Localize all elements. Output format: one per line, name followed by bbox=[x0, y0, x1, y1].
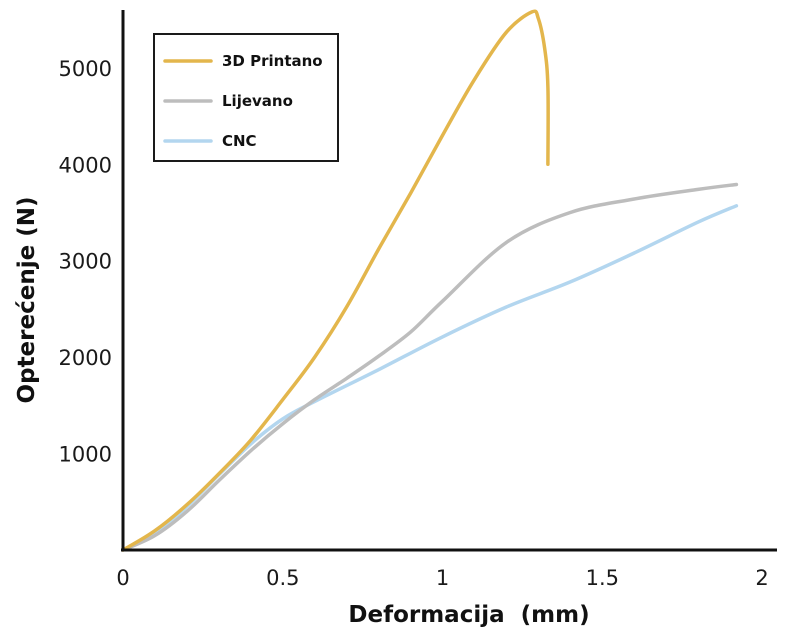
x-tick-label: 1 bbox=[436, 566, 449, 590]
legend-label: CNC bbox=[222, 132, 257, 150]
legend-items: 3D Printano Lijevano CNC bbox=[163, 52, 323, 150]
legend-label: 3D Printano bbox=[222, 52, 323, 70]
x-axis-label: Deformacija (mm) bbox=[348, 602, 589, 628]
x-tick-label: 0.5 bbox=[266, 566, 299, 590]
series-layer bbox=[121, 9, 739, 552]
y-tick-label: 1000 bbox=[59, 443, 112, 467]
y-tick-label: 5000 bbox=[59, 57, 112, 81]
y-tick-label: 2000 bbox=[59, 346, 112, 370]
y-tick-label: 4000 bbox=[59, 153, 112, 177]
legend-label: Lijevano bbox=[222, 92, 293, 110]
series-line-cnc bbox=[121, 204, 739, 552]
series-line-3d-printano bbox=[121, 9, 550, 552]
series-line-lijevano bbox=[121, 182, 739, 552]
y-axis-label: Opterećenje (N) bbox=[14, 197, 40, 404]
x-tick-labels: 0 0.5 1 1.5 2 bbox=[116, 566, 768, 590]
x-tick-label: 1.5 bbox=[586, 566, 619, 590]
y-tick-label: 3000 bbox=[59, 250, 112, 274]
legend: 3D Printano Lijevano CNC bbox=[153, 33, 339, 162]
x-tick-label: 0 bbox=[116, 566, 129, 590]
y-tick-labels: 1000 2000 3000 4000 5000 bbox=[59, 57, 112, 467]
x-tick-label: 2 bbox=[755, 566, 768, 590]
